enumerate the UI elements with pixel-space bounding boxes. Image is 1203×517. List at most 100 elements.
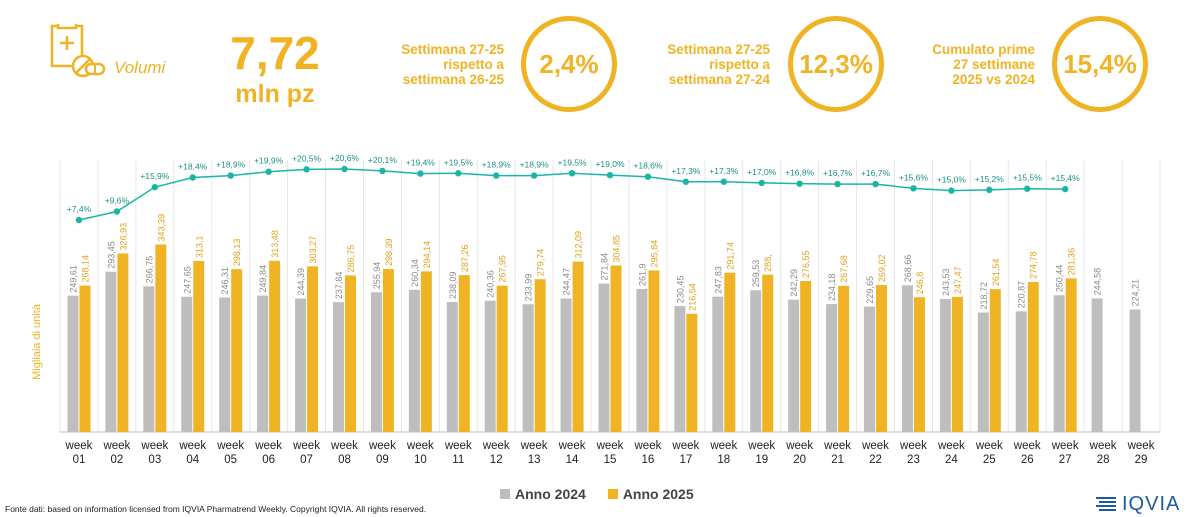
total-volume-unit: mln pz [235, 80, 315, 108]
kpi-2-description: Settimana 27-25 rispetto a settimana 27-… [600, 42, 770, 87]
kpi-1-description: Settimana 27-25 rispetto a settimana 26-… [334, 42, 504, 87]
bar-2025 [269, 260, 281, 432]
x-tick-label-week: week [1127, 440, 1155, 452]
legend-label-2025: Anno 2025 [622, 486, 694, 502]
data-label-2025: 247,47 [953, 266, 963, 294]
bar-2024 [864, 306, 876, 432]
x-tick-label-number: 17 [679, 454, 692, 466]
bar-2025 [458, 275, 470, 432]
x-tick-label-week: week [671, 440, 699, 452]
data-label-2024: 266,75 [144, 256, 154, 284]
growth-label: +16,8% [785, 168, 815, 178]
growth-label: +19,4% [406, 158, 436, 168]
growth-label: +17,3% [671, 166, 701, 176]
x-tick-label-week: week [596, 440, 624, 452]
x-tick-label-number: 26 [1021, 454, 1034, 466]
bar-2024 [636, 288, 648, 432]
bar-2024 [257, 295, 269, 432]
growth-point [341, 165, 348, 173]
x-tick-label-number: 13 [528, 454, 541, 466]
kpi-1-line-3: settimana 26-25 [402, 72, 504, 87]
x-tick-label-week: week [406, 440, 434, 452]
data-label-2025: 216,54 [687, 283, 697, 311]
chart-legend: Anno 2024 Anno 2025 [500, 486, 694, 502]
x-tick-label-week: week [178, 440, 206, 452]
growth-label: +20,5% [292, 153, 322, 163]
x-tick-label-week: week [292, 440, 320, 452]
x-tick-label-week: week [634, 440, 662, 452]
bar-2024 [674, 306, 686, 432]
data-label-2025: 287,26 [460, 245, 470, 273]
x-tick-label-week: week [1089, 440, 1117, 452]
growth-label: +15,5% [1013, 173, 1043, 183]
growth-point [834, 180, 841, 188]
data-label-2024: 238,09 [448, 271, 458, 299]
growth-point [568, 170, 576, 177]
legend-swatch-2025 [607, 489, 618, 499]
growth-label: +15,6% [899, 172, 929, 182]
growth-point [493, 172, 500, 179]
growth-label: +18,6% [633, 161, 663, 171]
data-label-2025: 291,74 [725, 242, 735, 270]
bar-2025 [344, 275, 356, 432]
bar-2024 [67, 295, 79, 432]
growth-label: +20,1% [368, 155, 398, 165]
data-label-2024: 244,39 [296, 268, 306, 296]
x-tick-label-number: 04 [186, 454, 199, 466]
bar-2025 [838, 285, 850, 432]
x-tick-label-number: 27 [1059, 454, 1072, 466]
growth-point [872, 180, 879, 188]
x-tick-label-number: 15 [604, 454, 617, 466]
growth-label: +18,9% [482, 160, 512, 170]
growth-label: +15,4% [1051, 173, 1081, 183]
growth-label: +18,9% [520, 160, 550, 170]
growth-point [606, 171, 614, 179]
data-label-2025: 269,02 [877, 255, 887, 283]
data-label-2024: 230,45 [675, 276, 685, 304]
x-tick-label-week: week [520, 440, 548, 452]
bar-2025 [420, 271, 432, 432]
data-label-2024: 244,58 [1093, 268, 1103, 296]
growth-point [644, 173, 652, 180]
x-tick-label-week: week [823, 440, 851, 452]
growth-label: +17,3% [709, 166, 739, 176]
kpi-1-value: 2,4% [539, 48, 599, 79]
growth-point [189, 174, 196, 181]
growth-point [530, 172, 538, 179]
x-tick-label-number: 28 [1097, 454, 1110, 466]
bar-2025 [1065, 278, 1077, 432]
x-tick-label-week: week [330, 440, 358, 452]
x-tick-label-week: week [140, 440, 168, 452]
bar-2025 [572, 261, 584, 432]
growth-label: +17,0% [747, 167, 777, 177]
x-tick-label-number: 21 [831, 454, 844, 466]
bar-2024 [295, 298, 307, 432]
data-label-2025: 313,1 [194, 235, 204, 258]
data-label-2024: 259,53 [751, 260, 761, 288]
kpi-3-description: Cumulato prime 27 settimane 2025 vs 2024 [865, 42, 1035, 87]
weekly-volume-chart: Migliaia di unità 249,61 268,14 week 01 293,… [31, 153, 1161, 466]
data-label-2024: 246,31 [220, 267, 230, 295]
bar-2025 [382, 269, 394, 432]
kpi-3-line-3: 2025 vs 2024 [952, 72, 1035, 87]
x-tick-label-week: week [102, 440, 130, 452]
x-tick-label-week: week [368, 440, 396, 452]
x-tick-label-week: week [65, 440, 93, 452]
data-label-2025: 268,14 [80, 255, 90, 283]
x-tick-label-week: week [1051, 440, 1079, 452]
kpi-2-value: 12,3% [799, 48, 873, 79]
x-tick-label-week: week [1013, 440, 1041, 452]
data-label-2024: 293,45 [106, 241, 116, 269]
growth-label: +18,9% [216, 160, 246, 170]
data-label-2024: 240,36 [486, 270, 496, 298]
growth-point [910, 185, 917, 192]
growth-point [265, 168, 272, 175]
iqvia-logo: IQVIA [1096, 494, 1200, 514]
data-label-2025: 279,74 [536, 249, 546, 277]
data-label-2024: 224,21 [1131, 279, 1141, 307]
x-tick-label-number: 20 [793, 454, 806, 466]
data-label-2024: 242,29 [789, 269, 799, 297]
data-label-2025: 312,09 [574, 231, 584, 259]
growth-label: +18,4% [178, 162, 208, 172]
data-label-2025: 261,54 [991, 259, 1001, 287]
